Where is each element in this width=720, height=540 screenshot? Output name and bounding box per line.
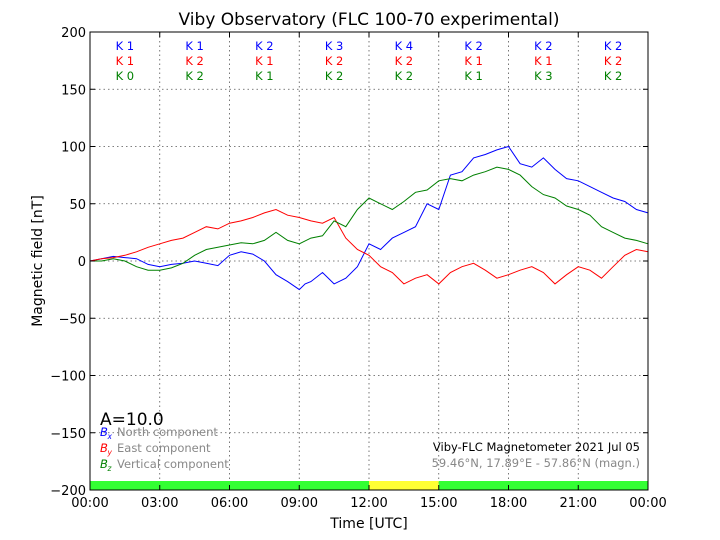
x-tick-label: 03:00 bbox=[141, 496, 178, 511]
k-index-label: K 2 bbox=[255, 39, 274, 53]
axis-ticks: 00:00 03:00 06:00 09:00 12:00 15:00 18:00 21:00… bbox=[50, 26, 666, 511]
y-tick-label: 50 bbox=[69, 198, 86, 213]
x-axis-label: Time [UTC] bbox=[329, 516, 407, 532]
status-segment bbox=[369, 481, 439, 490]
series-line-1 bbox=[89, 145, 649, 291]
k-index-label: K 2 bbox=[185, 54, 204, 68]
legend-symbol-subscript: z bbox=[107, 464, 113, 473]
y-tick-label: 100 bbox=[61, 141, 86, 156]
k-index-label: K 2 bbox=[325, 54, 344, 68]
legend-label: Vertical component bbox=[117, 457, 229, 471]
x-tick-label: 18:00 bbox=[490, 496, 527, 511]
legend-symbol-subscript: x bbox=[107, 432, 113, 441]
k-index-label: K 1 bbox=[255, 54, 274, 68]
status-segment bbox=[438, 481, 648, 490]
x-tick-label: 15:00 bbox=[420, 496, 457, 511]
legend-symbol: B bbox=[100, 441, 108, 455]
y-tick-label: −50 bbox=[59, 312, 86, 327]
k-index-label: K 2 bbox=[325, 69, 344, 83]
k-index-label: K 1 bbox=[116, 39, 135, 53]
series-lines bbox=[89, 145, 649, 291]
y-tick-label: −100 bbox=[50, 370, 86, 385]
x-tick-label: 21:00 bbox=[560, 496, 597, 511]
k-index-label: K 3 bbox=[534, 69, 553, 83]
legend-symbol: B bbox=[100, 425, 108, 439]
legend-label: East component bbox=[117, 441, 211, 455]
k-index-label: K 1 bbox=[255, 69, 274, 83]
k-index-label: K 3 bbox=[325, 39, 344, 53]
x-tick-label: 09:00 bbox=[281, 496, 318, 511]
legend-label: North component bbox=[117, 425, 218, 439]
x-tick-label: 06:00 bbox=[211, 496, 248, 511]
k-index-label: K 4 bbox=[395, 39, 414, 53]
k-index-label: K 2 bbox=[534, 39, 553, 53]
k-index-label: K 2 bbox=[464, 39, 483, 53]
k-index-label: K 1 bbox=[185, 39, 204, 53]
y-axis-label: Magnetic field [nT] bbox=[30, 195, 46, 327]
k-index-label: K 2 bbox=[604, 69, 623, 83]
k-index-label: K 1 bbox=[534, 54, 553, 68]
k-index-label: K 1 bbox=[464, 69, 483, 83]
info-line-2: 59.46°N, 17.89°E - 57.86°N (magn.) bbox=[432, 456, 640, 470]
x-tick-label: 00:00 bbox=[629, 496, 666, 511]
k-index-label: K 2 bbox=[395, 54, 414, 68]
k-index-label: K 2 bbox=[604, 54, 623, 68]
k-index-label: K 2 bbox=[395, 69, 414, 83]
info-line-1: Viby-FLC Magnetometer 2021 Jul 05 bbox=[433, 440, 640, 454]
legend-symbol-subscript: y bbox=[107, 448, 113, 457]
chart-title: Viby Observatory (FLC 100-70 experimenta… bbox=[179, 10, 560, 30]
series-line-2 bbox=[89, 208, 649, 285]
y-tick-label: −150 bbox=[50, 427, 86, 442]
series-line-3 bbox=[90, 166, 649, 271]
y-tick-label: 0 bbox=[78, 255, 86, 270]
k-index-label: K 2 bbox=[185, 69, 204, 83]
activity-index: A=10.0 bbox=[100, 410, 164, 430]
k-index-label: K 1 bbox=[116, 54, 135, 68]
k-index-label: K 2 bbox=[604, 39, 623, 53]
grid bbox=[90, 32, 648, 490]
x-tick-label: 00:00 bbox=[71, 496, 108, 511]
y-tick-label: 150 bbox=[61, 83, 86, 98]
y-tick-label: 200 bbox=[61, 26, 86, 41]
k-index-label: K 0 bbox=[116, 69, 135, 83]
y-tick-label: −200 bbox=[50, 484, 86, 499]
x-tick-label: 12:00 bbox=[350, 496, 387, 511]
legend-symbol: B bbox=[100, 457, 108, 471]
k-index-label: K 1 bbox=[464, 54, 483, 68]
